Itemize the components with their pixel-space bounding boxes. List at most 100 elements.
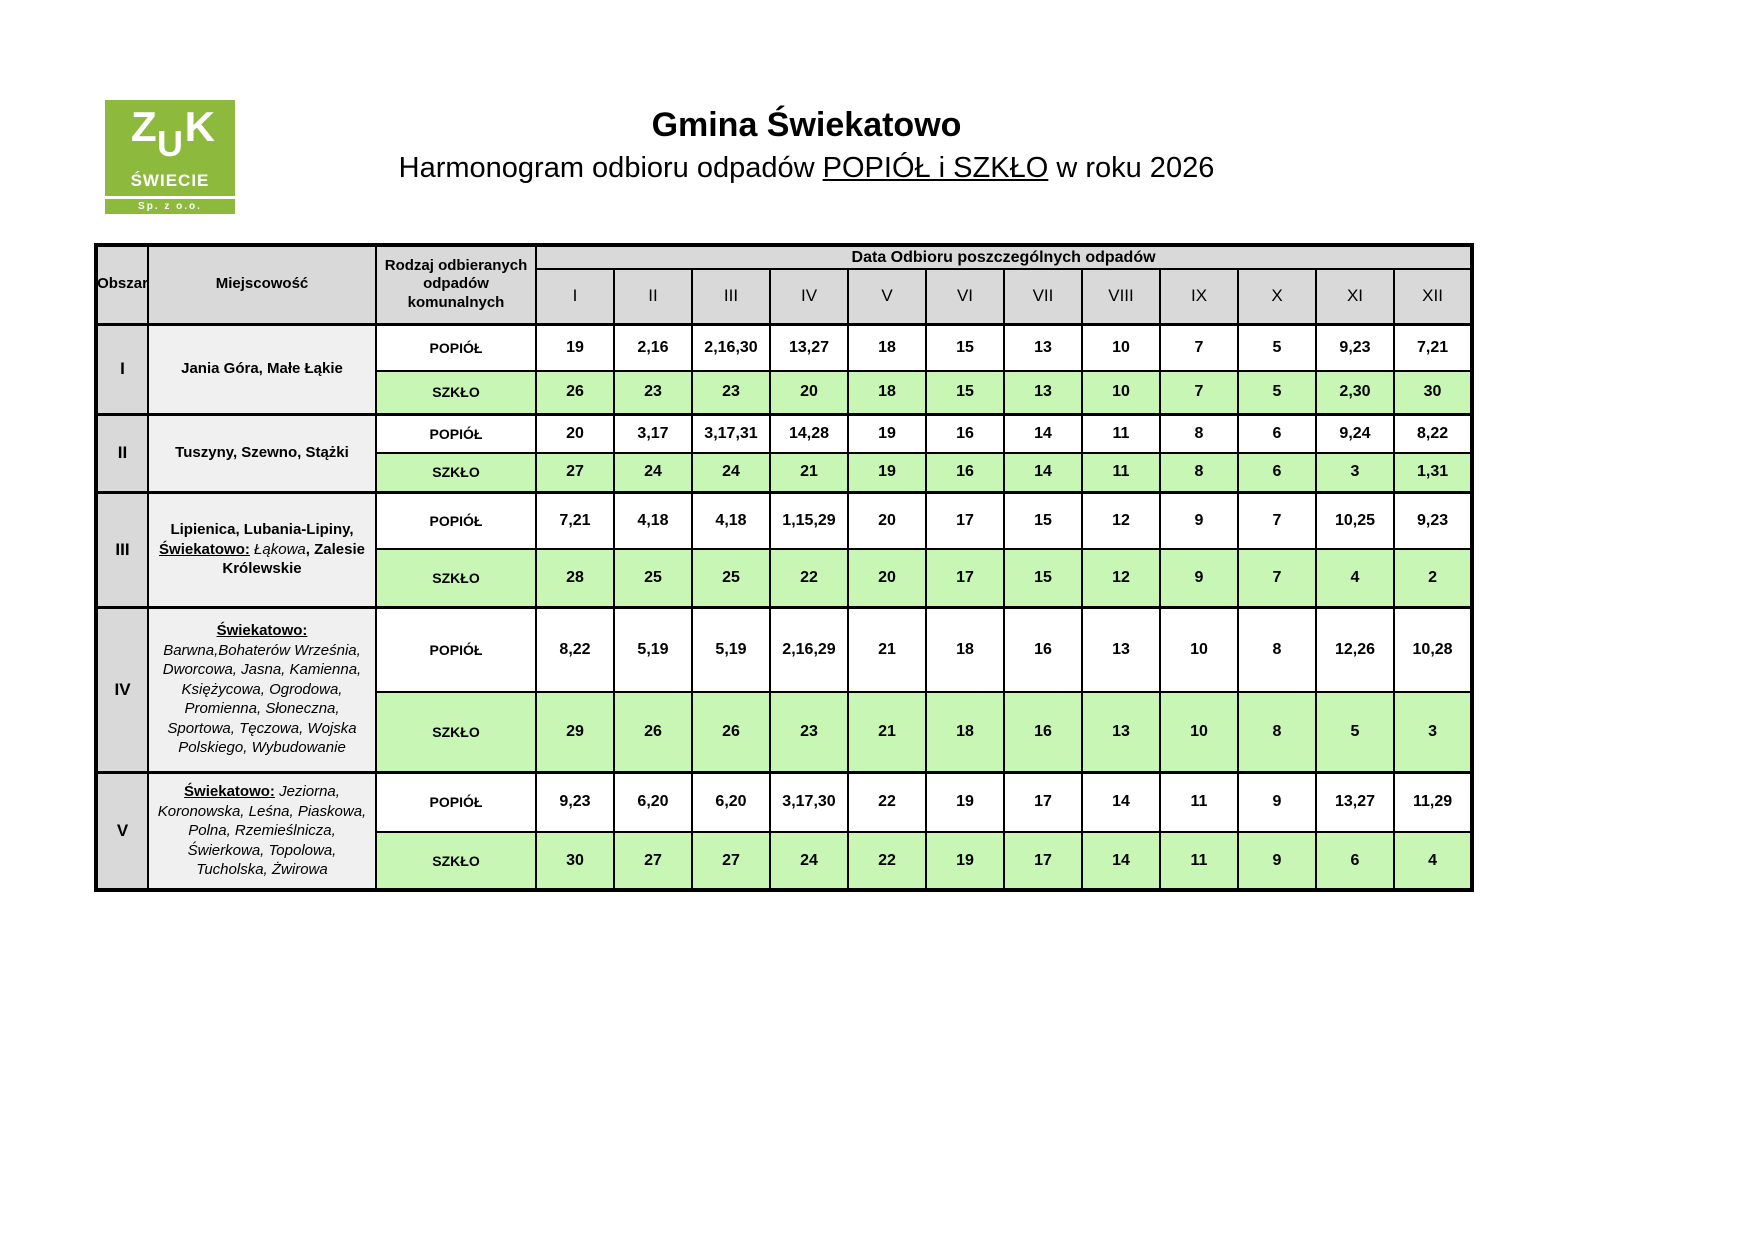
month-header-IV: IV: [769, 268, 849, 326]
waste-type-label-glass: SZKŁO: [375, 370, 537, 415]
date-cell-II-ash-X: 6: [1237, 412, 1317, 454]
date-cell-IV-glass-IV: 23: [769, 691, 849, 773]
col-header-dates: Data Odbioru poszczególnych odpadów: [534, 244, 1474, 270]
date-cell-I-ash-V: 18: [847, 322, 927, 372]
date-cell-III-glass-XI: 4: [1315, 548, 1395, 608]
place-cell-V: Świekatowo: Jeziorna, Koronowska, Leśna,…: [147, 770, 377, 891]
date-cell-I-glass-VII: 13: [1003, 370, 1083, 415]
logo-company-label: Sp. z o.o.: [105, 199, 235, 214]
date-cell-IV-glass-II: 26: [613, 691, 693, 773]
logo-city-label: ŚWIECIE: [130, 171, 210, 190]
area-II-glass-row: SZKŁO 27 24 24 21 19 16 14 11 8 6 3 1,31: [96, 452, 1474, 493]
waste-type-label-glass: SZKŁO: [375, 831, 537, 891]
date-cell-IV-glass-IX: 10: [1159, 691, 1239, 773]
date-cell-I-ash-IV: 13,27: [769, 322, 849, 372]
area-IV-glass-row: SZKŁO 29 26 26 23 21 18 16 13 10 8 5 3: [96, 691, 1474, 773]
date-cell-II-glass-I: 27: [535, 452, 615, 493]
waste-type-label-ash: POPIÓŁ: [375, 322, 537, 372]
date-cell-IV-glass-XII: 3: [1392, 691, 1474, 773]
date-cell-II-glass-VI: 16: [925, 452, 1005, 493]
date-cell-I-ash-II: 2,16: [613, 322, 693, 372]
col-header-waste-type: Rodzaj odbieranych odpadów komunalnych: [375, 244, 537, 325]
date-cell-V-ash-III: 6,20: [691, 770, 771, 833]
waste-type-label-glass: SZKŁO: [375, 691, 537, 773]
place-text-segment: Świekatowo:: [216, 622, 308, 640]
month-header-I: I: [535, 268, 615, 326]
date-cell-III-glass-X: 7: [1237, 548, 1317, 608]
date-cell-V-ash-IV: 3,17,30: [769, 770, 849, 833]
date-cell-III-glass-V: 20: [847, 548, 927, 608]
date-cell-I-ash-VII: 13: [1003, 322, 1083, 372]
date-cell-V-ash-VII: 17: [1003, 770, 1083, 833]
waste-type-label-ash: POPIÓŁ: [375, 412, 537, 454]
date-cell-II-glass-IV: 21: [769, 452, 849, 493]
date-cell-V-glass-XI: 6: [1315, 831, 1395, 891]
date-cell-IV-glass-XI: 5: [1315, 691, 1395, 773]
date-cell-I-glass-V: 18: [847, 370, 927, 415]
date-cell-I-ash-X: 5: [1237, 322, 1317, 372]
date-cell-IV-ash-I: 8,22: [535, 605, 615, 693]
area-V-glass-row: SZKŁO 30 27 27 24 22 19 17 14 11 9 6 4: [96, 831, 1474, 891]
area-label-III: III: [95, 490, 149, 608]
place-cell-I: Jania Góra, Małe Łąkie: [147, 322, 377, 415]
date-cell-I-glass-VI: 15: [925, 370, 1005, 415]
month-header-XI: XI: [1315, 268, 1395, 326]
date-cell-V-glass-III: 27: [691, 831, 771, 891]
date-cell-V-ash-XI: 13,27: [1315, 770, 1395, 833]
place-cell-II: Tuszyny, Szewno, Stążki: [147, 412, 377, 493]
date-cell-IV-ash-VII: 16: [1003, 605, 1083, 693]
place-text-segment: Świekatowo:: [159, 540, 250, 558]
place-text-segment: Barwna,Bohaterów Września, Dworcowa, Jas…: [162, 641, 362, 757]
date-cell-III-ash-XII: 9,23: [1392, 490, 1474, 550]
date-cell-II-glass-IX: 8: [1159, 452, 1239, 493]
waste-type-label-ash: POPIÓŁ: [375, 605, 537, 693]
date-cell-I-glass-XI: 2,30: [1315, 370, 1395, 415]
waste-type-label-ash: POPIÓŁ: [375, 490, 537, 550]
subtitle-underlined: POPIÓŁ i SZKŁO: [822, 152, 1049, 184]
area-I-glass-row: SZKŁO 26 23 23 20 18 15 13 10 7 5 2,30 30: [96, 370, 1474, 415]
date-cell-III-ash-X: 7: [1237, 490, 1317, 550]
waste-type-label-glass: SZKŁO: [375, 548, 537, 608]
date-cell-V-glass-X: 9: [1237, 831, 1317, 891]
date-cell-III-ash-III: 4,18: [691, 490, 771, 550]
area-I-ash-row: I Jania Góra, Małe Łąkie POPIÓŁ 19 2,16 2,16,…: [95, 322, 1474, 415]
date-cell-IV-ash-VI: 18: [925, 605, 1005, 693]
date-cell-IV-glass-X: 8: [1237, 691, 1317, 773]
area-label-II: II: [95, 412, 149, 493]
month-header-III: III: [691, 268, 771, 326]
area-V-ash-row: V Świekatowo: Jeziorna, Koronowska, Leśna…: [95, 770, 1474, 891]
date-cell-II-glass-XII: 1,31: [1392, 452, 1474, 493]
date-cell-II-glass-III: 24: [691, 452, 771, 493]
place-text-segment: Lipienica, Lubania-Lipiny,: [170, 521, 354, 539]
schedule-body: I Jania Góra, Małe Łąkie POPIÓŁ 19 2,16 2,16,…: [95, 322, 1474, 891]
date-cell-IV-glass-I: 29: [535, 691, 615, 773]
place-text-segment: Tuszyny, Szewno, Stążki: [175, 444, 349, 462]
place-cell-IV: Świekatowo: Barwna,Bohaterów Września, Dw…: [147, 605, 377, 773]
date-cell-I-glass-X: 5: [1237, 370, 1317, 415]
date-cell-II-glass-II: 24: [613, 452, 693, 493]
date-cell-I-ash-III: 2,16,30: [691, 322, 771, 372]
date-cell-III-ash-IV: 1,15,29: [769, 490, 849, 550]
page-subtitle: Harmonogram odbioru odpadów POPIÓŁ i SZK…: [120, 152, 1493, 185]
date-cell-III-ash-V: 20: [847, 490, 927, 550]
document-header: Gmina Świekatowo Harmonogram odbioru odp…: [120, 104, 1493, 185]
date-cell-V-ash-V: 22: [847, 770, 927, 833]
date-cell-III-ash-VIII: 12: [1081, 490, 1161, 550]
date-cell-IV-ash-V: 21: [847, 605, 927, 693]
date-cell-V-ash-VIII: 14: [1081, 770, 1161, 833]
date-cell-II-ash-VII: 14: [1003, 412, 1083, 454]
place-text-segment: Świekatowo:: [184, 783, 275, 800]
page-title: Gmina Świekatowo: [651, 106, 962, 144]
date-cell-IV-glass-VII: 16: [1003, 691, 1083, 773]
area-III-ash-row: III Lipienica, Lubania-Lipiny, Świekatowo…: [95, 490, 1474, 608]
date-cell-IV-glass-III: 26: [691, 691, 771, 773]
month-header-IX: IX: [1159, 268, 1239, 326]
date-cell-IV-glass-VI: 18: [925, 691, 1005, 773]
date-cell-IV-ash-VIII: 13: [1081, 605, 1161, 693]
col-header-area: Obszar: [95, 244, 149, 325]
date-cell-IV-glass-V: 21: [847, 691, 927, 773]
place-text-segment: Łąkowa: [254, 540, 306, 558]
date-cell-I-ash-XII: 7,21: [1392, 322, 1474, 372]
date-cell-II-ash-I: 20: [535, 412, 615, 454]
